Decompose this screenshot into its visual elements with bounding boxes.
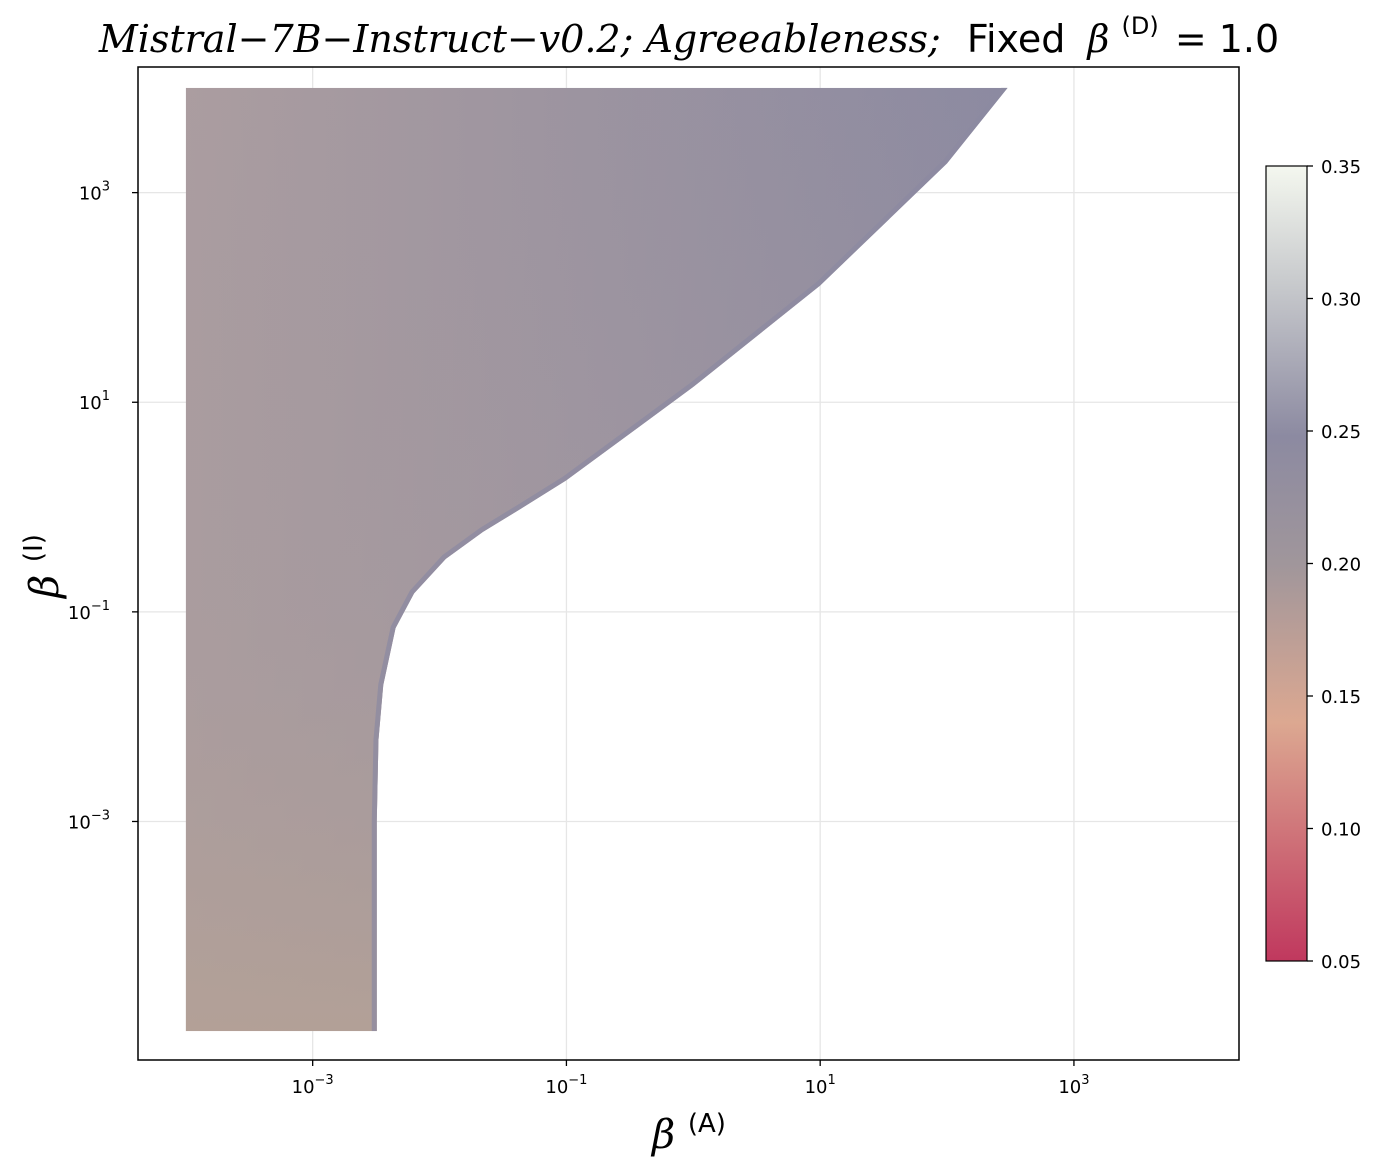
x-tick-label-2: 101 bbox=[805, 1073, 836, 1098]
colorbar-tick-label-1: 0.30 bbox=[1321, 290, 1361, 311]
colorbar-tick-label-0: 0.35 bbox=[1321, 157, 1361, 178]
x-tick-label-1: 10−1 bbox=[545, 1073, 587, 1098]
y-axis-ticks: 10−3 10−1 101 103 bbox=[68, 180, 138, 833]
heatmap-bottom-tint bbox=[185, 87, 1008, 1032]
heatmap-region bbox=[185, 87, 1008, 1032]
colorbar-tick-label-2: 0.25 bbox=[1321, 422, 1361, 443]
title-superscript: (D) bbox=[1122, 12, 1159, 40]
y-tick-label-2: 101 bbox=[79, 389, 110, 414]
x-axis-ticks: 10−3 10−1 101 103 bbox=[292, 1060, 1090, 1098]
chart-title: Mistral−7B−Instruct−v0.2; Agreeableness;… bbox=[98, 0, 1279, 61]
title-italic-part: Mistral−7B−Instruct−v0.2; Agreeableness; bbox=[98, 17, 941, 61]
colorbar-gradient bbox=[1265, 165, 1308, 962]
colorbar: 0.35 0.30 0.25 0.20 0.15 0.10 0.05 bbox=[1265, 157, 1361, 973]
x-tick-label-3: 103 bbox=[1058, 1073, 1089, 1098]
y-tick-label-3: 103 bbox=[79, 180, 110, 205]
x-tick-label-0: 10−3 bbox=[292, 1073, 334, 1098]
y-tick-label-1: 10−1 bbox=[68, 599, 110, 624]
colorbar-tick-label-4: 0.15 bbox=[1321, 687, 1361, 708]
colorbar-tick-label-5: 0.10 bbox=[1321, 820, 1361, 841]
x-axis-label: β (A) bbox=[650, 1109, 726, 1158]
colorbar-tick-label-6: 0.05 bbox=[1321, 952, 1361, 973]
colorbar-ticks: 0.35 0.30 0.25 0.20 0.15 0.10 0.05 bbox=[1307, 157, 1361, 973]
y-tick-label-0: 10−3 bbox=[68, 808, 110, 833]
plot-area: 10−3 10−1 101 103 10−3 10−1 101 103 bbox=[68, 66, 1240, 1098]
plot-frame bbox=[137, 66, 1240, 1061]
x-axis-label-superscript: (A) bbox=[688, 1109, 726, 1139]
y-axis-label-superscript: (I) bbox=[19, 534, 49, 562]
title-plain-part: Fixed bbox=[967, 17, 1065, 61]
title-equals-value: = 1.0 bbox=[1175, 17, 1279, 61]
y-axis-label: β (I) bbox=[19, 534, 68, 600]
x-axis-label-symbol: β bbox=[650, 1112, 675, 1158]
colorbar-tick-label-3: 0.20 bbox=[1321, 555, 1361, 576]
title-beta: β bbox=[1085, 17, 1109, 61]
y-axis-label-symbol: β bbox=[22, 575, 68, 600]
